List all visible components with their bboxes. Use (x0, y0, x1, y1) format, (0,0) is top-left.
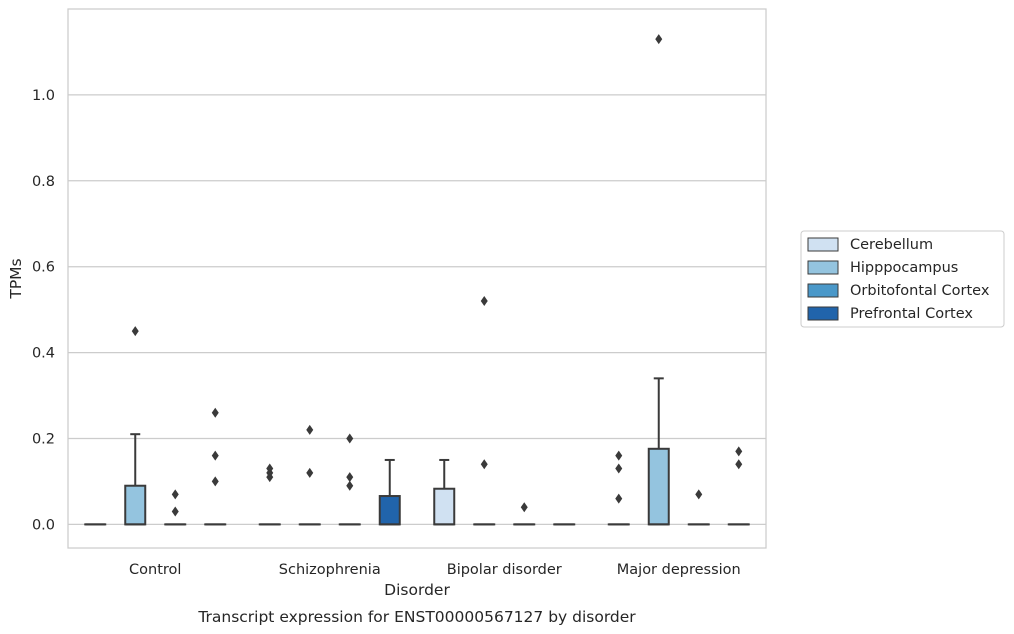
legend: Cerebellum Hipppocampus Orbitofontal Corte… (800, 230, 1005, 328)
legend-label: Cerebellum (850, 237, 933, 253)
legend-swatch (807, 260, 839, 275)
legend-swatch (807, 283, 839, 298)
legend-label: Hipppocampus (850, 260, 958, 276)
outlier-point (306, 424, 314, 435)
outlier-point (131, 326, 139, 337)
y-axis-ticks: 0.0 0.2 0.4 0.6 0.8 1.0 (32, 88, 55, 533)
box-group (338, 433, 361, 526)
box-group (473, 296, 496, 526)
legend-swatch (807, 237, 839, 252)
legend-label: Prefrontal Cortex (850, 306, 973, 322)
outlier-point (615, 450, 623, 461)
outlier-point (520, 502, 528, 513)
outlier-point (346, 433, 354, 444)
outlier-point (211, 450, 219, 461)
x-tick-label: Schizophrenia (279, 562, 381, 578)
y-tick-label: 0.6 (32, 260, 55, 276)
box-group (298, 424, 321, 526)
y-axis-label: TPMs (7, 258, 25, 299)
box-group (607, 450, 630, 526)
outlier-point (615, 463, 623, 474)
legend-swatch (807, 306, 839, 321)
box-group (727, 446, 750, 526)
x-tick-label: Control (129, 562, 181, 578)
legend-frame (800, 230, 1005, 328)
box-group (204, 407, 227, 526)
box-group (124, 326, 147, 526)
box (378, 495, 401, 526)
y-tick-label: 1.0 (32, 88, 55, 104)
x-axis-ticks: Control Schizophrenia Bipolar disorder Majo… (129, 562, 741, 578)
outlier-point (171, 489, 179, 500)
y-tick-label: 0.0 (32, 517, 55, 533)
chart-caption: Transcript expression for ENST0000056712… (197, 608, 636, 626)
y-tick-label: 0.8 (32, 174, 55, 190)
outlier-point (735, 446, 743, 457)
x-tick-label: Bipolar disorder (447, 562, 562, 578)
outlier-point (346, 480, 354, 491)
outlier-point (346, 472, 354, 483)
outlier-point (211, 476, 219, 487)
x-axis-label: Disorder (384, 581, 450, 599)
box-group (433, 458, 456, 526)
legend-label: Orbitofontal Cortex (850, 283, 990, 299)
outlier-point (306, 467, 314, 478)
plot-area-frame (67, 8, 767, 549)
box-group (647, 34, 670, 526)
outlier-point (266, 463, 274, 474)
outlier-point (211, 407, 219, 418)
y-tick-label: 0.4 (32, 346, 55, 362)
x-tick-label: Major depression (617, 562, 741, 578)
box-group (687, 489, 710, 526)
outlier-point (735, 459, 743, 470)
box-groups (84, 34, 750, 526)
box (124, 484, 147, 526)
outlier-point (480, 459, 488, 470)
box-group (164, 489, 187, 526)
box (433, 487, 456, 526)
box-group (378, 458, 401, 526)
outlier-point (695, 489, 703, 500)
outlier-point (655, 34, 663, 45)
box-group (513, 502, 536, 526)
outlier-point (615, 493, 623, 504)
box (647, 447, 670, 526)
y-tick-label: 0.2 (32, 431, 55, 447)
outlier-point (171, 506, 179, 517)
box-group (258, 463, 281, 526)
outlier-point (480, 296, 488, 307)
